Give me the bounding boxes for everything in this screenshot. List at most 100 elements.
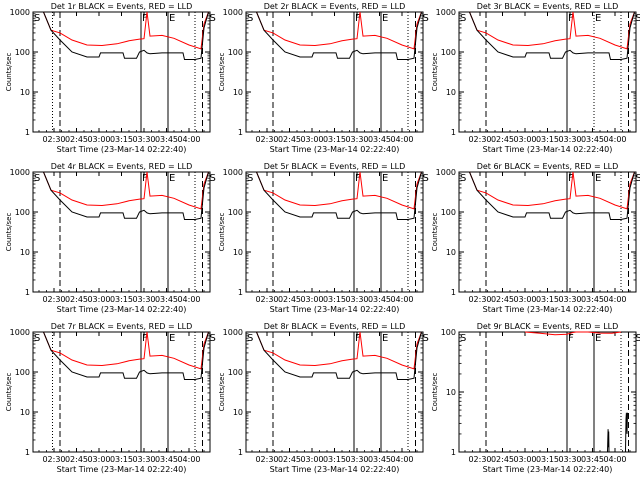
chart-panel-2: Det 2r BLACK = Events, RED = LLD 1 10 100 10… — [218, 2, 429, 154]
marker-label: E — [169, 333, 175, 344]
chart-title: Det 8r BLACK = Events, RED = LLD — [264, 322, 406, 331]
x-tick-label: 03:15 — [536, 135, 559, 144]
x-axis-label: Start Time (23-Mar-14 02:22:40) — [270, 145, 400, 154]
chart-panel-7: Det 7r BLACK = Events, RED = LLD 1 10 100 10… — [5, 322, 216, 474]
y-tick-label: 10 — [20, 248, 30, 257]
y-tick-label: 100 — [228, 208, 243, 217]
x-tick-label: 03:45 — [581, 455, 604, 464]
x-tick-label: 03:00 — [513, 135, 536, 144]
x-tick-label: 04:00 — [177, 455, 200, 464]
y-tick-label: 100 — [441, 208, 456, 217]
y-tick-label: 1000 — [10, 168, 30, 177]
y-tick-label: 10 — [446, 88, 456, 97]
series-line — [247, 171, 422, 210]
x-tick-label: 04:00 — [177, 295, 200, 304]
x-tick-label: 03:15 — [323, 295, 346, 304]
chart-panel-1: Det 1r BLACK = Events, RED = LLD 1 10 100 10… — [5, 2, 216, 154]
x-tick-label: 03:15 — [110, 135, 133, 144]
marker-label: S — [636, 13, 640, 24]
x-tick-label: 03:45 — [155, 135, 178, 144]
marker-label: S — [247, 13, 253, 24]
y-tick-label: 1000 — [223, 8, 243, 17]
x-tick-label: 03:00 — [513, 455, 536, 464]
series-line — [34, 171, 209, 220]
x-axis-label: Start Time (23-Mar-14 02:22:40) — [57, 305, 187, 314]
y-axis-label: Counts/sec — [5, 213, 13, 252]
x-tick-label: 03:30 — [345, 135, 368, 144]
x-tick-label: 02:30 — [468, 295, 491, 304]
series-line — [247, 331, 422, 370]
chart-title: Det 4r BLACK = Events, RED = LLD — [51, 162, 193, 171]
y-tick-label: 1 — [25, 448, 30, 457]
marker-label: F — [568, 173, 574, 184]
marker-label: E — [382, 173, 388, 184]
marker-label: F — [355, 173, 361, 184]
x-tick-label: 02:45 — [65, 295, 88, 304]
marker-label: E — [595, 333, 601, 344]
series-line — [247, 11, 422, 50]
x-tick-label: 02:30 — [42, 455, 65, 464]
x-tick-label: 02:45 — [65, 455, 88, 464]
y-tick-label: 1000 — [10, 8, 30, 17]
x-tick-label: 04:00 — [390, 455, 413, 464]
y-tick-label: 100 — [441, 48, 456, 57]
x-tick-label: 03:30 — [345, 455, 368, 464]
x-tick-label: 04:00 — [177, 135, 200, 144]
marker-label: E — [169, 13, 175, 24]
y-tick-label: 100 — [15, 208, 30, 217]
y-tick-label: 1 — [25, 288, 30, 297]
x-tick-label: 03:00 — [513, 295, 536, 304]
series-line — [34, 171, 209, 210]
x-tick-label: 03:00 — [87, 455, 110, 464]
x-tick-label: 03:30 — [132, 295, 155, 304]
series-line — [247, 331, 422, 380]
series-line — [34, 11, 209, 60]
marker-label: F — [355, 333, 361, 344]
chart-panel-6: Det 6r BLACK = Events, RED = LLD 1 10 100 10… — [431, 162, 640, 314]
marker-label: S — [636, 333, 640, 344]
marker-label: S — [423, 13, 429, 24]
y-tick-label: 10 — [20, 88, 30, 97]
x-tick-label: 04:00 — [603, 135, 626, 144]
chart-title: Det 2r BLACK = Events, RED = LLD — [264, 2, 406, 11]
x-tick-label: 03:15 — [323, 135, 346, 144]
y-axis-label: Counts/sec — [431, 53, 439, 92]
y-tick-label: 1000 — [223, 168, 243, 177]
x-tick-label: 03:15 — [323, 455, 346, 464]
series-line — [247, 171, 422, 220]
x-tick-label: 03:45 — [368, 455, 391, 464]
series-line — [524, 331, 622, 336]
marker-label: S — [247, 173, 253, 184]
marker-label: S — [34, 13, 40, 24]
chart-panel-8: Det 8r BLACK = Events, RED = LLD 1 10 100 10… — [218, 322, 429, 474]
chart-title: Det 5r BLACK = Events, RED = LLD — [264, 162, 406, 171]
x-tick-label: 03:45 — [368, 295, 391, 304]
x-tick-label: 03:00 — [87, 135, 110, 144]
x-axis-label: Start Time (23-Mar-14 02:22:40) — [483, 145, 613, 154]
x-tick-label: 03:45 — [581, 295, 604, 304]
chart-title: Det 9r BLACK = Events, RED = LLD — [477, 322, 619, 331]
marker-label: S — [247, 333, 253, 344]
series-line — [607, 412, 628, 453]
x-tick-label: 02:30 — [255, 295, 278, 304]
x-tick-label: 03:45 — [368, 135, 391, 144]
y-axis-label: Counts/sec — [431, 373, 439, 412]
x-tick-label: 02:30 — [42, 295, 65, 304]
marker-label: S — [636, 173, 640, 184]
marker-label: F — [142, 13, 148, 24]
marker-label: S — [423, 173, 429, 184]
y-tick-label: 1 — [451, 128, 456, 137]
marker-label: F — [142, 173, 148, 184]
y-tick-label: 10 — [20, 408, 30, 417]
series-line — [34, 331, 209, 380]
y-axis-label: Counts/sec — [218, 373, 226, 412]
x-tick-label: 03:15 — [536, 295, 559, 304]
marker-label: F — [568, 333, 574, 344]
y-tick-label: 1 — [238, 288, 243, 297]
x-tick-label: 03:00 — [300, 135, 323, 144]
marker-label: F — [568, 13, 574, 24]
y-axis-label: Counts/sec — [218, 53, 226, 92]
y-tick-label: 10 — [233, 248, 243, 257]
x-axis-label: Start Time (23-Mar-14 02:22:40) — [483, 465, 613, 474]
